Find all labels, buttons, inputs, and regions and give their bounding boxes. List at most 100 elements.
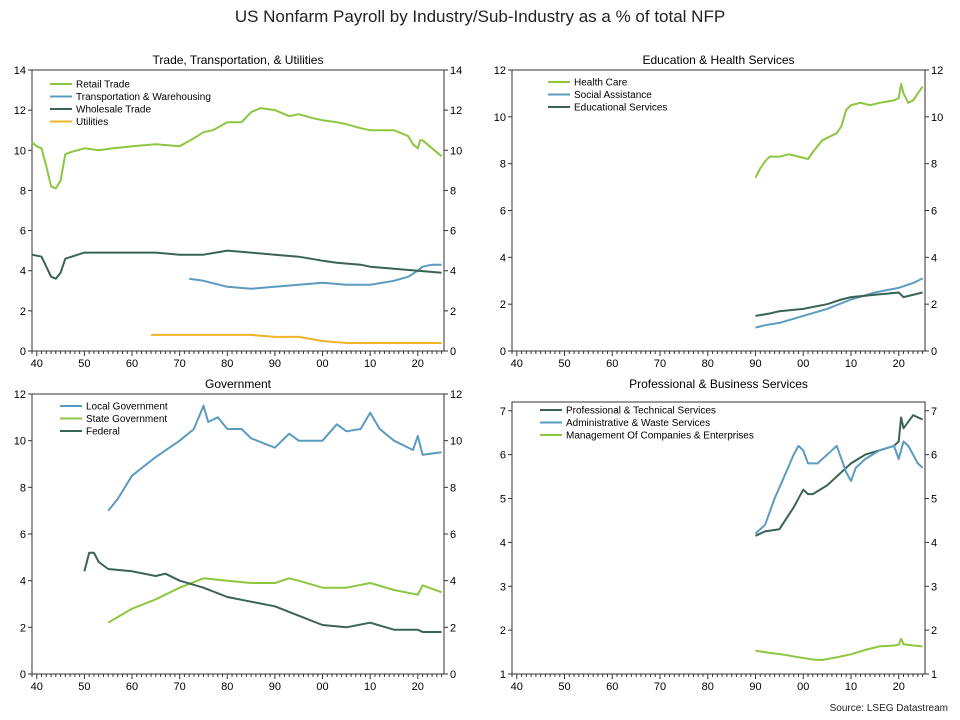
series-line-3 (151, 333, 442, 344)
x-tick-label: 50 (78, 681, 90, 693)
y-tick-label: 4 (20, 576, 26, 588)
y-tick-label-right: 12 (450, 105, 462, 117)
x-tick-label: 40 (31, 681, 43, 693)
source-note: Source: LSEG Datastream (829, 703, 948, 714)
y-tick-label: 12 (14, 105, 26, 117)
y-tick-label: 10 (494, 112, 506, 124)
x-tick-label: 50 (78, 358, 90, 370)
legend-label: Professional & Technical Services (566, 406, 716, 417)
y-tick-label-right: 0 (450, 346, 456, 358)
x-tick-label: 60 (126, 681, 138, 693)
y-tick-label: 0 (500, 346, 506, 358)
x-tick-label: 90 (269, 358, 281, 370)
x-tick-label: 50 (558, 681, 570, 693)
series-line-0 (754, 83, 924, 179)
series-line-1 (189, 263, 442, 290)
y-tick-label-right: 2 (931, 625, 937, 637)
y-tick-label-right: 4 (450, 576, 456, 588)
x-tick-label: 40 (511, 358, 523, 370)
y-tick-label: 6 (20, 226, 26, 238)
legend-label: Social Assistance (574, 90, 652, 101)
plot-frame (511, 401, 926, 675)
y-tick-label-right: 5 (931, 494, 937, 506)
legend-label: Utilities (76, 117, 108, 128)
y-tick-label-right: 12 (931, 65, 943, 77)
y-tick-label: 3 (500, 581, 506, 593)
series-line-1 (107, 577, 442, 624)
y-tick-label-right: 1 (931, 669, 937, 681)
x-tick-label: 20 (412, 358, 424, 370)
x-tick-label: 10 (845, 358, 857, 370)
legend-label: Educational Services (574, 103, 667, 114)
y-tick-label-right: 6 (931, 450, 937, 462)
series-line-2 (755, 291, 923, 317)
series-line-2 (31, 249, 442, 280)
x-tick-label: 70 (174, 681, 186, 693)
series-line-2 (83, 551, 442, 633)
plot-frame (31, 69, 445, 352)
y-tick-label: 8 (20, 185, 26, 197)
y-tick-label-right: 2 (450, 306, 456, 318)
panel-title: Trade, Transportation, & Utilities (153, 53, 324, 67)
x-tick-label: 20 (412, 681, 424, 693)
series-line-1 (755, 277, 924, 329)
series-line-0 (31, 107, 443, 190)
legend-label: State Government (86, 414, 167, 425)
x-tick-label: 80 (221, 681, 233, 693)
x-tick-label: 20 (893, 681, 905, 693)
y-tick-label-right: 6 (450, 226, 456, 238)
y-tick-label: 14 (14, 65, 26, 77)
y-tick-label: 12 (494, 65, 506, 77)
y-tick-label-right: 8 (931, 159, 937, 171)
x-tick-label: 60 (606, 681, 618, 693)
y-tick-label-right: 8 (450, 482, 456, 494)
x-tick-label: 90 (749, 681, 761, 693)
y-tick-label-right: 2 (450, 622, 456, 634)
legend-label: Administrative & Waste Services (566, 418, 710, 429)
panel-title: Education & Health Services (642, 53, 794, 67)
legend-label: Management Of Companies & Enterprises (566, 431, 754, 442)
y-tick-label: 10 (14, 145, 26, 157)
y-tick-label: 8 (500, 159, 506, 171)
legend-label: Local Government (86, 402, 168, 413)
series-line-0 (107, 404, 442, 512)
y-tick-label: 4 (500, 537, 506, 549)
x-tick-label: 70 (174, 358, 186, 370)
y-tick-label: 6 (500, 450, 506, 462)
panel-title: Government (205, 377, 272, 391)
y-tick-label-right: 8 (450, 185, 456, 197)
x-tick-label: 00 (797, 358, 809, 370)
y-tick-label: 2 (500, 625, 506, 637)
y-tick-label: 2 (20, 306, 26, 318)
x-tick-label: 00 (316, 681, 328, 693)
panel-title: Professional & Business Services (629, 377, 808, 391)
y-tick-label: 1 (500, 669, 506, 681)
x-tick-label: 70 (654, 681, 666, 693)
y-tick-label-right: 10 (931, 112, 943, 124)
x-tick-label: 10 (364, 681, 376, 693)
legend-label: Wholesale Trade (76, 105, 151, 116)
x-tick-label: 60 (606, 358, 618, 370)
panel-trade-transportation-utilities: Trade, Transportation, & Utilities 0 0 2 2 4 4… (14, 53, 463, 370)
legend-label: Transportation & Warehousing (76, 92, 211, 103)
y-tick-label: 0 (20, 346, 26, 358)
x-tick-label: 00 (797, 681, 809, 693)
x-tick-label: 90 (269, 681, 281, 693)
x-tick-label: 50 (558, 358, 570, 370)
y-tick-label-right: 6 (450, 529, 456, 541)
y-tick-label-right: 10 (450, 145, 462, 157)
panel-professional-business: Professional & Business Services 1 1 2 2 3 3 4 4… (500, 377, 937, 693)
series-line-1 (754, 440, 924, 535)
y-tick-label: 8 (20, 482, 26, 494)
x-tick-label: 80 (221, 358, 233, 370)
legend-label: Health Care (574, 78, 628, 89)
y-tick-label-right: 4 (450, 266, 456, 278)
x-tick-label: 40 (511, 681, 523, 693)
x-tick-label: 10 (364, 358, 376, 370)
y-tick-label: 2 (500, 299, 506, 311)
x-tick-label: 40 (31, 358, 43, 370)
legend-label: Retail Trade (76, 80, 130, 91)
y-tick-label-right: 4 (931, 537, 937, 549)
